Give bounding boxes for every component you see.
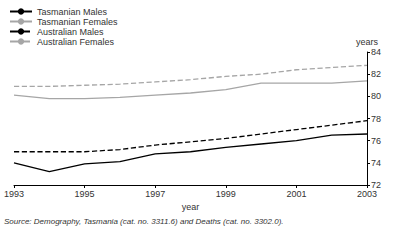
svg-text:Australian Males: Australian Males [37,27,104,37]
svg-text:years: years [356,37,379,47]
svg-text:74: 74 [371,158,381,168]
svg-text:Tasmanian Females: Tasmanian Females [37,17,118,27]
svg-text:Tasmanian Males: Tasmanian Males [37,7,108,17]
svg-text:80: 80 [371,91,381,101]
svg-text:78: 78 [371,114,381,124]
svg-text:72: 72 [371,180,381,190]
svg-text:year: year [182,202,200,212]
svg-text:1999: 1999 [216,189,236,199]
svg-text:76: 76 [371,136,381,146]
svg-text:Source: Demography, Tasmania (: Source: Demography, Tasmania (cat. no. 3… [4,217,284,226]
svg-text:84: 84 [371,47,381,57]
svg-text:2003: 2003 [357,189,377,199]
svg-text:1995: 1995 [75,189,95,199]
svg-text:1997: 1997 [145,189,165,199]
svg-text:2001: 2001 [286,189,306,199]
svg-text:Australian Females: Australian Females [37,37,115,47]
svg-text:82: 82 [371,69,381,79]
svg-text:1993: 1993 [4,189,24,199]
